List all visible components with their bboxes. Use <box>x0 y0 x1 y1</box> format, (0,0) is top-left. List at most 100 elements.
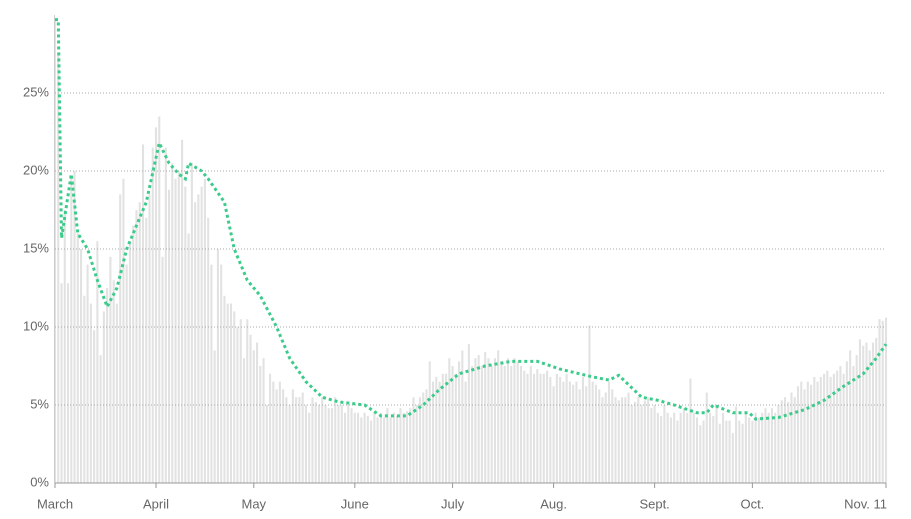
bar <box>682 408 685 483</box>
bar <box>764 408 767 483</box>
bar <box>842 373 845 483</box>
bar <box>607 381 611 483</box>
bar <box>233 311 236 483</box>
bar <box>99 355 102 483</box>
bar <box>278 381 281 483</box>
bar <box>487 358 490 483</box>
bar <box>572 384 575 483</box>
bar <box>125 264 128 483</box>
bar <box>604 392 607 483</box>
bar <box>722 412 725 483</box>
bar <box>135 210 138 483</box>
bar <box>102 311 105 483</box>
bar <box>826 370 829 483</box>
bar <box>757 417 760 483</box>
bar <box>194 202 197 483</box>
x-tick-label: July <box>441 496 465 511</box>
bar <box>343 412 347 483</box>
bar <box>337 405 340 483</box>
bar <box>637 397 640 483</box>
bar <box>614 397 617 483</box>
bar <box>650 408 653 483</box>
bar <box>66 283 70 483</box>
bar <box>816 381 819 483</box>
bar <box>399 408 402 483</box>
bar <box>86 264 89 483</box>
bar <box>796 386 800 483</box>
bar <box>849 350 852 483</box>
bar <box>396 415 399 483</box>
bar <box>458 361 461 483</box>
bar <box>624 397 627 483</box>
bar <box>197 194 200 483</box>
bar <box>106 288 109 483</box>
bar <box>161 256 164 483</box>
bar <box>467 344 470 483</box>
bar <box>154 127 158 483</box>
bar <box>845 361 848 483</box>
bar <box>656 412 659 483</box>
bar <box>311 397 314 483</box>
bar <box>780 400 783 483</box>
bar <box>823 373 826 483</box>
bar <box>249 334 252 483</box>
bar <box>216 249 219 483</box>
bar <box>389 417 392 483</box>
bar <box>448 358 451 483</box>
bar <box>513 358 516 483</box>
bar <box>493 358 496 483</box>
bar <box>549 376 552 483</box>
bar <box>699 425 702 483</box>
bar <box>858 339 861 483</box>
bar <box>767 412 770 483</box>
bar <box>109 256 112 483</box>
bar <box>839 366 842 483</box>
bar <box>813 376 816 483</box>
bar <box>471 366 474 483</box>
x-tick-label: Sept. <box>639 496 669 511</box>
bar <box>213 350 216 483</box>
bar <box>862 345 865 483</box>
bar <box>308 412 311 483</box>
bar <box>715 408 718 483</box>
bar <box>800 381 803 483</box>
bar <box>810 384 813 483</box>
bar <box>510 366 513 483</box>
bar <box>871 342 875 483</box>
bar <box>741 423 744 483</box>
bar <box>259 366 262 483</box>
bar <box>617 400 620 483</box>
bar <box>819 376 822 483</box>
bar <box>376 417 379 483</box>
bar <box>441 373 444 483</box>
y-tick-label: 25% <box>23 84 49 99</box>
bar <box>519 366 523 483</box>
x-tick-label: Oct. <box>740 496 764 511</box>
bar <box>93 330 96 483</box>
bar <box>412 397 415 483</box>
bar <box>562 381 565 483</box>
bar <box>304 405 307 483</box>
bar <box>751 420 754 483</box>
bar <box>673 412 676 483</box>
y-tick-label: 20% <box>23 162 49 177</box>
bar <box>418 397 422 483</box>
bar <box>57 54 60 483</box>
bar <box>207 217 210 484</box>
bar <box>360 417 363 483</box>
bar <box>695 417 699 483</box>
bar <box>132 225 135 483</box>
bar <box>272 381 275 483</box>
bar <box>141 144 145 484</box>
bar <box>754 412 757 483</box>
bar <box>386 408 389 483</box>
bar <box>575 381 578 483</box>
bar <box>203 178 206 484</box>
y-tick-label: 0% <box>30 474 49 489</box>
bar <box>128 241 131 483</box>
bar <box>415 405 418 483</box>
bar <box>454 373 457 483</box>
bar <box>712 415 715 483</box>
bar <box>184 186 187 483</box>
